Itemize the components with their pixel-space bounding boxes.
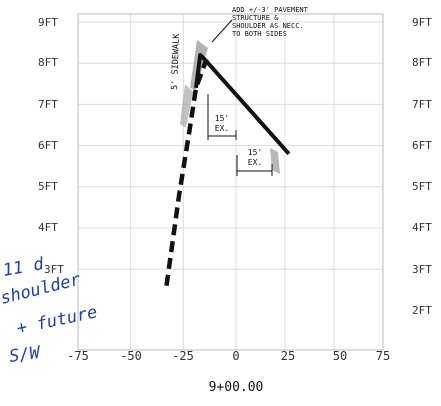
elev-right-4: 4FT xyxy=(412,221,432,234)
x-tick-25: 25 xyxy=(281,349,295,363)
pavement-note-line1: ADD +/-3' PAVEMENT xyxy=(232,6,309,14)
elev-left-3: 3FT xyxy=(44,263,64,276)
elev-right-9: 9FT xyxy=(412,16,432,29)
elev-left-7: 7FT xyxy=(38,98,58,111)
vertical-gridlines xyxy=(77,14,384,350)
pavement-note-line4: TO BOTH SIDES xyxy=(232,30,287,38)
plot-frame xyxy=(77,13,384,351)
dim1-length: 15' xyxy=(215,114,229,123)
x-tick-neg25: -25 xyxy=(172,349,194,363)
elev-left-9: 9FT xyxy=(38,16,58,29)
elev-right-7: 7FT xyxy=(412,98,432,111)
elev-right-5: 5FT xyxy=(412,180,432,193)
existing-profile-line xyxy=(194,53,291,156)
left-slope-hatch xyxy=(180,84,193,128)
pavement-note-line3: SHOULDER AS NECC. xyxy=(232,22,304,30)
x-tick-neg75: -75 xyxy=(67,349,89,363)
elev-right-6: 6FT xyxy=(412,139,432,152)
pavement-note-line2: STRUCTURE & xyxy=(232,14,279,22)
x-tick-0: 0 xyxy=(232,349,239,363)
handwritten-line3: + future xyxy=(15,302,99,339)
elev-right-8: 8FT xyxy=(412,56,432,69)
elev-right-2: 2FT xyxy=(412,304,432,317)
elev-left-8: 8FT xyxy=(38,56,58,69)
x-tick-neg50: -50 xyxy=(120,349,142,363)
x-tick-50: 50 xyxy=(333,349,347,363)
x-tick-75: 75 xyxy=(376,349,390,363)
elev-left-6: 6FT xyxy=(38,139,58,152)
dim2-ex: EX. xyxy=(248,158,262,167)
handwritten-line4: S/W xyxy=(8,343,43,367)
elev-left-4: 4FT xyxy=(38,221,58,234)
elev-right-3: 3FT xyxy=(412,263,432,276)
horizontal-gridlines xyxy=(78,21,383,270)
note-leader xyxy=(211,19,233,43)
sidewalk-label: 5' SIDEWALK xyxy=(170,33,182,90)
handwritten-line1: 11 d xyxy=(1,254,46,281)
proposed-profile-line xyxy=(164,58,209,287)
station-label: 9+00.00 xyxy=(209,380,264,395)
dim2-length: 15' xyxy=(248,148,262,157)
dim1-ex: EX. xyxy=(215,124,229,133)
elev-left-5: 5FT xyxy=(38,180,58,193)
